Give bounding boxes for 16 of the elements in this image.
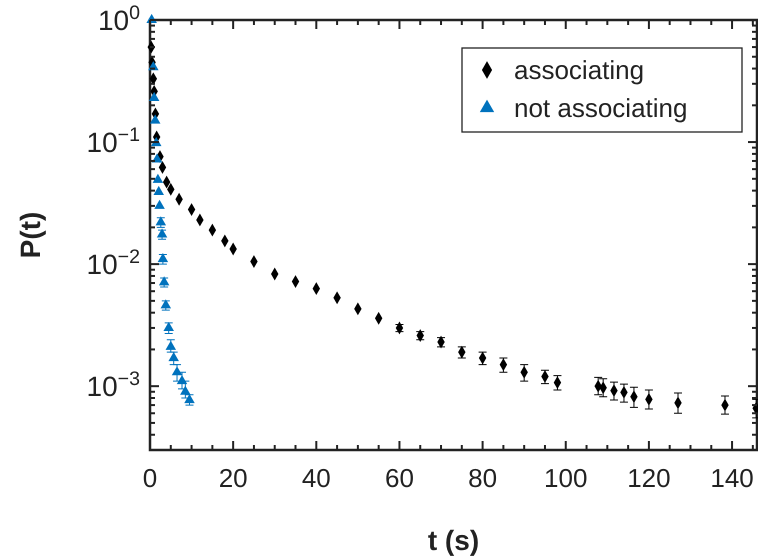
x-tick-label: 100 (544, 463, 588, 493)
x-tick-label: 0 (142, 463, 158, 493)
y-axis-title: P(t) (15, 212, 46, 258)
legend-label: not associating (514, 93, 688, 123)
x-tick-label: 40 (302, 463, 331, 493)
y-tick-label: 10$^{−3}$ (86, 368, 140, 402)
x-tick-label: 20 (218, 463, 248, 493)
y-tick-label: 10$^{−1}$ (86, 124, 140, 158)
x-tick-label: 140 (710, 463, 754, 493)
legend-label: associating (514, 55, 644, 85)
y-tick-label: 10$^{0}$ (98, 2, 140, 36)
x-axis-title: t (s) (428, 525, 480, 556)
x-tick-label: 80 (468, 463, 498, 493)
x-tick-label: 120 (627, 463, 671, 493)
y-tick-label: 10$^{−2}$ (86, 246, 140, 280)
x-tick-label: 60 (384, 463, 414, 493)
